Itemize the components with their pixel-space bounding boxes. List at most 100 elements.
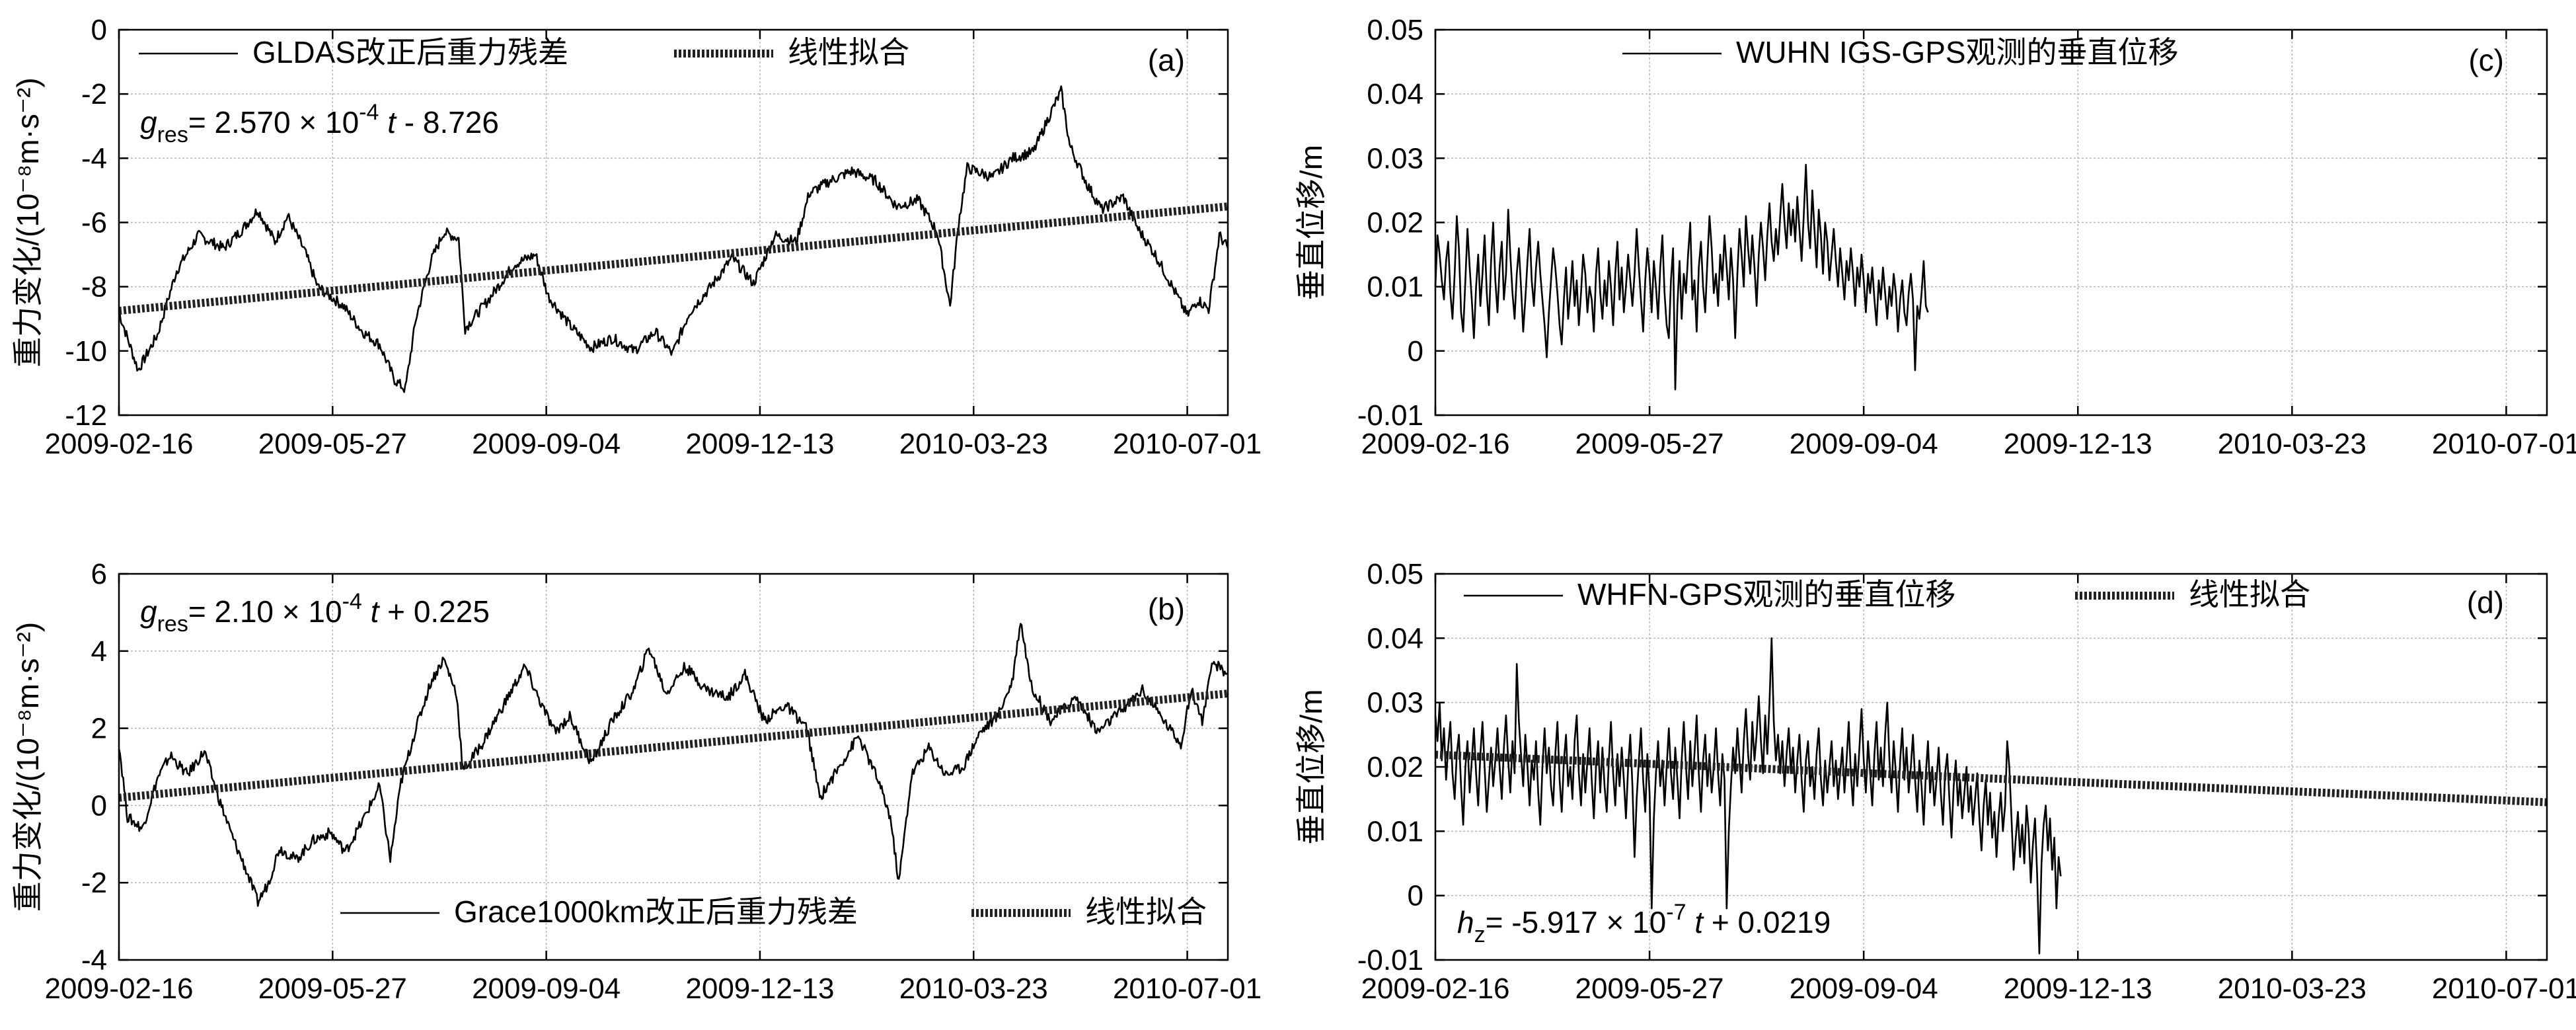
x-tick-label: 2010-03-23 [899, 428, 1048, 460]
x-tick-label: 2009-02-16 [1361, 428, 1509, 460]
eq-symbol: g [140, 105, 157, 139]
eq-variable: t [379, 105, 397, 139]
eq-variable: t [1686, 905, 1705, 939]
x-tick-label: 2010-03-23 [899, 972, 1048, 1005]
legend-label: WHFN-GPS观测的垂直位移 [1577, 577, 1955, 612]
legend-label: 线性拟合 [1085, 894, 1207, 929]
panel-3: 2009-02-16 2009-05-27 2009-09-04 2009-12-13… [1294, 558, 2576, 1005]
y-axis-label: 垂直位移/m [1294, 145, 1328, 300]
fit-line [118, 690, 1229, 802]
panel-label: (c) [2468, 43, 2504, 77]
y-tick-label: 4 [91, 635, 107, 668]
series-line [118, 85, 1229, 393]
y-tick-label: -6 [81, 207, 107, 239]
eq-subscript: z [1474, 922, 1486, 947]
eq-symbol: h [1457, 905, 1474, 939]
y-tick-label: -0.01 [1357, 944, 1423, 976]
y-tick-label: 0.05 [1367, 558, 1423, 590]
eq-subscript: res [157, 612, 188, 637]
panel-label: (d) [2467, 585, 2504, 619]
eq-tail: + 0.0219 [1703, 905, 1831, 939]
y-axis-label: 垂直位移/m [1294, 689, 1328, 844]
panel-0: 2009-02-16 2009-05-27 2009-09-04 2009-12-13… [11, 14, 1262, 460]
x-tick-label: 2009-09-04 [1790, 972, 1938, 1005]
y-tick-label: 6 [91, 558, 107, 590]
legend-label: 线性拟合 [788, 35, 909, 69]
eq-tail: + 0.225 [379, 594, 490, 629]
legend-label: GLDAS改正后重力残差 [252, 35, 568, 69]
y-tick-label: 0 [1408, 880, 1423, 912]
y-axis-label: 重力变化/(10⁻⁸m·s⁻²) [11, 622, 45, 912]
eq-exponent: -4 [342, 589, 362, 614]
y-tick-label: 0.01 [1367, 271, 1423, 303]
y-tick-label: 0.01 [1367, 815, 1423, 848]
x-tick-label: 2010-07-01 [2432, 428, 2576, 460]
x-tick-label: 2009-02-16 [44, 972, 193, 1005]
eq-subscript: res [157, 122, 188, 147]
y-tick-label: 0.03 [1367, 142, 1423, 175]
x-tick-label: 2009-09-04 [472, 428, 621, 460]
series-line [118, 623, 1229, 907]
eq-variable: t [362, 594, 381, 629]
eq-body: = -5.917 × 10 [1486, 905, 1667, 939]
legend-label: 线性拟合 [2189, 577, 2310, 612]
fit-line [1435, 750, 2548, 807]
y-tick-label: -4 [81, 944, 107, 976]
y-tick-label: 2 [91, 713, 107, 745]
y-tick-label: -2 [81, 78, 107, 110]
y-tick-label: -0.01 [1357, 399, 1423, 432]
eq-exponent: -4 [359, 100, 379, 125]
y-tick-label: 0.03 [1367, 687, 1423, 719]
x-tick-label: 2009-12-13 [685, 972, 834, 1005]
x-tick-label: 2009-12-13 [2004, 428, 2152, 460]
y-tick-label: -10 [65, 335, 107, 368]
y-tick-label: 0.02 [1367, 207, 1423, 239]
y-tick-label: -4 [81, 142, 107, 175]
x-tick-label: 2010-03-23 [2218, 972, 2367, 1005]
eq-tail: - 8.726 [396, 105, 499, 139]
y-tick-label: 0 [91, 789, 107, 822]
panel-1: 2009-02-16 2009-05-27 2009-09-04 2009-12-13… [11, 558, 1262, 1005]
x-tick-label: 2009-05-27 [1575, 972, 1724, 1005]
y-tick-label: -8 [81, 271, 107, 303]
x-tick-label: 2009-02-16 [44, 428, 193, 460]
eq-body: = 2.10 × 10 [188, 594, 342, 629]
eq-body: = 2.570 × 10 [188, 105, 359, 139]
y-tick-label: -12 [65, 399, 107, 432]
axes-frame [118, 573, 1229, 961]
y-tick-label: -2 [81, 867, 107, 899]
x-tick-label: 2010-03-23 [2218, 428, 2367, 460]
panel-2: 2009-02-16 2009-05-27 2009-09-04 2009-12-13… [1294, 14, 2576, 460]
fit-equation: hz= -5.917 × 10-7 t + 0.0219 [1457, 900, 1831, 947]
fit-line [118, 202, 1229, 315]
panel-label: (a) [1148, 43, 1185, 77]
eq-exponent: -7 [1666, 900, 1686, 925]
y-tick-label: 0.05 [1367, 14, 1423, 46]
y-tick-label: 0 [1408, 335, 1423, 368]
fit-equation: gres= 2.10 × 10-4 t + 0.225 [140, 589, 490, 637]
x-tick-label: 2009-02-16 [1361, 972, 1509, 1005]
legend-label: Grace1000km改正后重力残差 [454, 894, 858, 929]
x-tick-label: 2009-05-27 [258, 972, 407, 1005]
y-tick-label: 0.02 [1367, 751, 1423, 783]
y-axis-label: 重力变化/(10⁻⁸m·s⁻²) [11, 77, 45, 368]
x-tick-label: 2010-07-01 [2432, 972, 2576, 1005]
x-tick-label: 2010-07-01 [1113, 428, 1262, 460]
y-tick-label: 0.04 [1367, 78, 1423, 110]
fit-equation: gres= 2.570 × 10-4 t - 8.726 [140, 100, 499, 147]
y-tick-label: 0.04 [1367, 622, 1423, 654]
y-tick-label: 0 [91, 14, 107, 46]
x-tick-label: 2010-07-01 [1113, 972, 1262, 1005]
panel-label: (b) [1148, 592, 1185, 626]
x-tick-label: 2009-09-04 [472, 972, 621, 1005]
eq-symbol: g [140, 594, 157, 629]
x-tick-label: 2009-12-13 [2004, 972, 2152, 1005]
x-tick-label: 2009-05-27 [258, 428, 407, 460]
x-tick-label: 2009-09-04 [1790, 428, 1938, 460]
x-tick-label: 2009-12-13 [685, 428, 834, 460]
series-line [1434, 163, 1929, 391]
series-line [1434, 637, 2062, 955]
legend-label: WUHN IGS-GPS观测的垂直位移 [1736, 35, 2179, 69]
x-tick-label: 2009-05-27 [1575, 428, 1724, 460]
